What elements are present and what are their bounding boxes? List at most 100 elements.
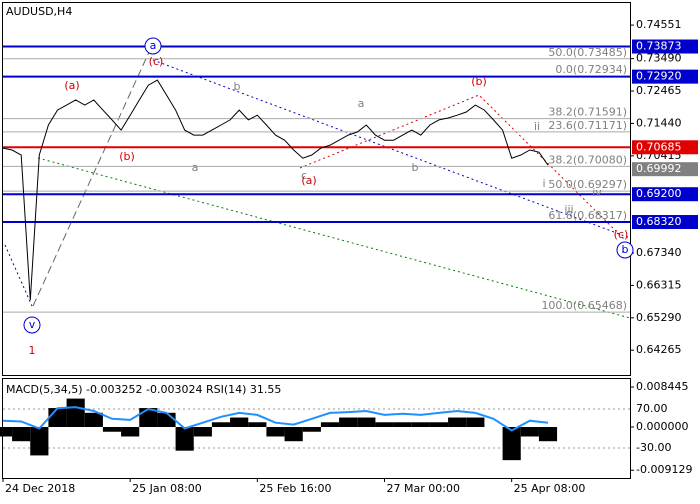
fib-label: 0.0(0.72934) xyxy=(555,63,627,76)
macd-bar xyxy=(502,427,521,461)
macd-bar xyxy=(30,427,49,456)
x-tick-label: 25 Apr 08:00 xyxy=(514,482,586,495)
level-box xyxy=(632,187,698,202)
level-box xyxy=(632,140,698,155)
y-tick-label: 0.65290 xyxy=(636,311,682,324)
macd-bar xyxy=(375,422,394,428)
wave-label: b xyxy=(234,80,241,93)
fib-label: 50.0(0.73485) xyxy=(548,46,627,59)
level-label: 0.69200 xyxy=(636,187,682,200)
macd-bar xyxy=(538,427,558,442)
macd-bar xyxy=(266,427,285,437)
wave-label: (c) xyxy=(149,55,164,68)
macd-bar xyxy=(211,422,231,428)
macd-bar xyxy=(248,422,267,428)
wave-label: a xyxy=(150,39,157,52)
wave-label: b xyxy=(412,161,419,174)
macd-bar xyxy=(466,417,485,428)
macd-bar xyxy=(411,422,430,428)
price-line xyxy=(2,79,549,301)
wave-label: i xyxy=(542,177,545,190)
y-tick-label: 0.74551 xyxy=(636,18,682,31)
wave-label: 1 xyxy=(29,344,36,357)
y-tick-label: 0.72465 xyxy=(636,84,682,97)
x-tick-label: 27 Mar 00:00 xyxy=(387,482,460,495)
x-tick-label: 24 Dec 2018 xyxy=(5,482,75,495)
wave-label: a xyxy=(358,97,365,110)
wave-label: (c) xyxy=(614,228,629,241)
wave-label: (b) xyxy=(119,150,135,163)
y-tick-label: 0.67340 xyxy=(636,246,682,259)
macd-bar xyxy=(448,417,467,428)
main-frame xyxy=(2,2,631,376)
macd-bar xyxy=(121,427,140,437)
fib-label: 50.0(0.69297) xyxy=(548,178,627,191)
x-tick-label: 25 Feb 16:00 xyxy=(259,482,331,495)
level-label: 0.73873 xyxy=(636,40,682,53)
level-label: 0.68320 xyxy=(636,215,682,228)
fib-label: 23.6(0.71171) xyxy=(548,119,627,132)
y-tick-label: 0.008445 xyxy=(636,380,689,393)
trend-line xyxy=(4,244,33,307)
level-box xyxy=(632,69,698,84)
macd-bar xyxy=(284,427,303,442)
wave-label: (b) xyxy=(471,75,487,88)
fib-label: 61.8(0.68317) xyxy=(548,209,627,222)
fib-label: 100.0(0.65468) xyxy=(541,299,627,312)
wave-label: (a) xyxy=(301,174,316,187)
macd-bar xyxy=(520,427,539,437)
level-box xyxy=(632,215,698,230)
y-tick-label: 0.66315 xyxy=(636,278,682,291)
macd-bar xyxy=(157,412,176,428)
fib-label: 38.2(0.71591) xyxy=(548,106,627,119)
last-price: 0.69992 xyxy=(636,162,682,175)
macd-bar xyxy=(393,422,412,428)
y-tick-label: 0.73490 xyxy=(636,52,682,65)
wave-label: (a) xyxy=(64,79,79,92)
macd-bar xyxy=(320,422,340,428)
y2-tick-label: -30.00 xyxy=(636,441,671,454)
wave-label: ii xyxy=(534,120,540,133)
wave-circle xyxy=(616,241,634,259)
level-label: 0.70685 xyxy=(636,140,682,153)
y2-tick-label: 70.00 xyxy=(636,402,668,415)
indicator-title: MACD(5,34,5) -0.003252 -0.003024 RSI(14)… xyxy=(6,383,281,396)
macd-bar xyxy=(102,427,122,432)
trend-line xyxy=(32,49,151,307)
macd-bar xyxy=(48,408,67,428)
wave-label: iii xyxy=(564,203,573,216)
y-tick-label: 0.71440 xyxy=(636,116,682,129)
wave-label: a xyxy=(192,161,199,174)
macd-bar xyxy=(230,417,249,428)
trend-line xyxy=(299,94,626,241)
level-box xyxy=(632,39,698,54)
y-tick-label: 0.64265 xyxy=(636,343,682,356)
wave-circle xyxy=(144,37,162,55)
wave-label: v xyxy=(29,318,36,331)
y-tick-label: -0.009129 xyxy=(636,463,692,476)
macd-bar xyxy=(193,427,212,437)
wave-label: iv xyxy=(592,186,602,199)
macd-bar xyxy=(84,412,103,428)
macd-bar xyxy=(302,427,321,432)
level-label: 0.72920 xyxy=(636,70,682,83)
fib-label: 38.2(0.70080) xyxy=(548,153,627,166)
y-tick-label: 0.000000 xyxy=(636,420,689,433)
trend-line xyxy=(37,157,631,319)
x-tick-label: 25 Jan 08:00 xyxy=(132,482,202,495)
macd-bar xyxy=(12,427,31,442)
wave-label: c xyxy=(301,169,307,182)
wave-label: b xyxy=(622,243,629,256)
macd-bar xyxy=(357,417,376,428)
macd-bar xyxy=(66,398,85,428)
macd-bar xyxy=(339,417,358,428)
macd-bar xyxy=(175,427,194,451)
indicator-line xyxy=(2,406,549,432)
wave-circle xyxy=(23,316,41,334)
macd-bar xyxy=(0,427,13,437)
chart-title: AUDUSD,H4 xyxy=(6,5,72,18)
macd-bar xyxy=(429,422,449,428)
price-box xyxy=(632,162,698,177)
